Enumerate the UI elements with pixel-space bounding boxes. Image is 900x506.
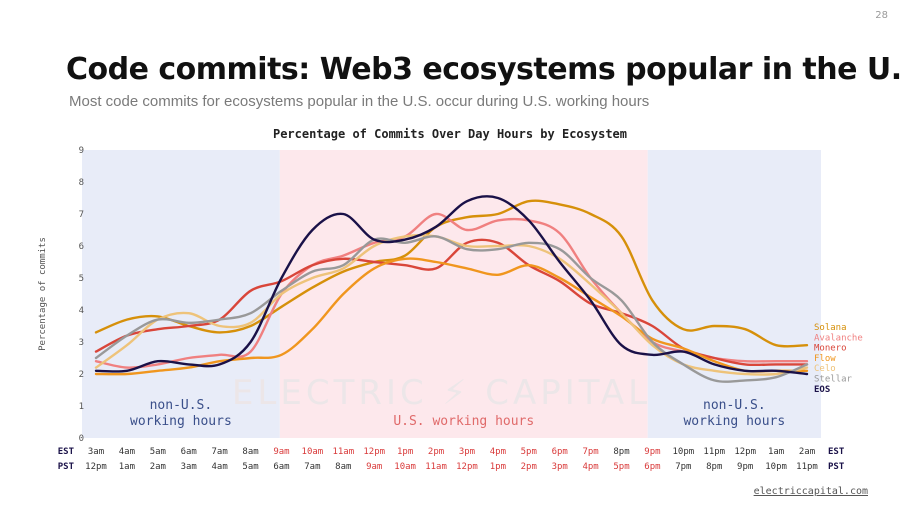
x-tick-pst: 12pm xyxy=(85,462,107,472)
x-tick-pst: 7pm xyxy=(675,462,691,472)
series-line-eos xyxy=(94,195,809,376)
x-tick-pst: 8am xyxy=(335,462,351,472)
footer-link[interactable]: electriccapital.com xyxy=(753,486,868,497)
y-axis-label: Percentage of commits xyxy=(38,237,48,351)
legend-entry-solana: Solana xyxy=(814,323,847,333)
legend-entry-avalanche: Avalanche xyxy=(814,333,863,343)
x-tick-est: 4am xyxy=(119,447,135,457)
x-tick-est: 8pm xyxy=(613,447,629,457)
page-number: 28 xyxy=(875,10,888,21)
series-line-flow xyxy=(94,257,809,376)
x-tick-pst: 6am xyxy=(273,462,289,472)
y-tick-label: 6 xyxy=(79,242,84,252)
x-tick-pst: 3am xyxy=(181,462,197,472)
x-tick-pst: 1am xyxy=(119,462,135,472)
series-line-stellar xyxy=(94,235,809,383)
legend-entry-stellar: Stellar xyxy=(814,375,853,385)
x-tick-est: 9am xyxy=(273,447,289,457)
region-bg-2 xyxy=(647,150,821,438)
x-row-label-left: EST xyxy=(58,447,75,457)
x-tick-pst: 11am xyxy=(425,462,447,472)
y-tick-label: 9 xyxy=(79,146,84,156)
x-tick-est: 3am xyxy=(88,447,104,457)
x-tick-pst: 9am xyxy=(366,462,382,472)
x-tick-pst: 8pm xyxy=(706,462,722,472)
y-tick-label: 0 xyxy=(79,434,84,444)
x-tick-est: 9pm xyxy=(644,447,660,457)
x-tick-pst: 10am xyxy=(394,462,416,472)
y-tick-label: 2 xyxy=(79,370,84,380)
x-tick-est: 11pm xyxy=(703,447,725,457)
x-tick-est: 5pm xyxy=(521,447,537,457)
chart-title: Percentage of Commits Over Day Hours by … xyxy=(273,127,627,141)
x-tick-est: 7am xyxy=(212,447,228,457)
page-title: Code commits: Web3 ecosystems popular in… xyxy=(66,52,900,87)
region-label: working hours xyxy=(683,414,785,429)
watermark-text: ELECTRIC ⚡ CAPITAL xyxy=(232,373,651,413)
region-label: U.S. working hours xyxy=(393,414,534,429)
x-tick-pst: 2am xyxy=(150,462,166,472)
x-tick-est: 1pm xyxy=(397,447,413,457)
x-tick-est: 6pm xyxy=(552,447,568,457)
x-tick-est: 2pm xyxy=(428,447,444,457)
x-tick-est: 6am xyxy=(181,447,197,457)
legend-entry-eos: EOS xyxy=(814,385,830,395)
x-row-label-left: PST xyxy=(58,462,75,472)
x-tick-pst: 9pm xyxy=(737,462,753,472)
y-tick-label: 1 xyxy=(79,402,84,412)
x-tick-pst: 4pm xyxy=(582,462,598,472)
region-label: non-U.S. xyxy=(703,398,766,413)
y-tick-label: 8 xyxy=(79,178,84,188)
x-tick-est: 2am xyxy=(799,447,815,457)
x-tick-est: 1am xyxy=(768,447,784,457)
region-label: non-U.S. xyxy=(150,398,213,413)
y-tick-label: 5 xyxy=(79,274,84,284)
y-tick-label: 4 xyxy=(79,306,84,316)
legend-entry-flow: Flow xyxy=(814,354,836,364)
legend-entry-celo: Celo xyxy=(814,364,836,374)
legend-entry-monero: Monero xyxy=(814,344,847,354)
series-line-solana xyxy=(94,199,809,348)
x-tick-pst: 6pm xyxy=(644,462,660,472)
x-tick-est: 12pm xyxy=(734,447,756,457)
x-tick-pst: 3pm xyxy=(552,462,568,472)
x-tick-est: 12pm xyxy=(363,447,385,457)
y-tick-label: 3 xyxy=(79,338,84,348)
x-tick-pst: 5pm xyxy=(613,462,629,472)
x-tick-pst: 5am xyxy=(242,462,258,472)
x-tick-pst: 4am xyxy=(212,462,228,472)
x-tick-est: 8am xyxy=(242,447,258,457)
page-subtitle: Most code commits for ecosystems popular… xyxy=(69,93,650,110)
x-row-label-right: EST xyxy=(828,447,845,457)
y-tick-label: 7 xyxy=(79,210,84,220)
x-tick-pst: 2pm xyxy=(521,462,537,472)
x-tick-est: 10am xyxy=(302,447,324,457)
x-tick-est: 3pm xyxy=(459,447,475,457)
x-tick-pst: 7am xyxy=(304,462,320,472)
x-tick-pst: 1pm xyxy=(490,462,506,472)
x-tick-est: 7pm xyxy=(582,447,598,457)
region-label: working hours xyxy=(130,414,232,429)
x-tick-pst: 10pm xyxy=(765,462,787,472)
x-tick-pst: 12pm xyxy=(456,462,478,472)
x-row-label-right: PST xyxy=(828,462,845,472)
x-tick-est: 11am xyxy=(332,447,354,457)
x-tick-est: 5am xyxy=(150,447,166,457)
x-tick-est: 10pm xyxy=(673,447,695,457)
x-tick-est: 4pm xyxy=(490,447,506,457)
x-tick-pst: 11pm xyxy=(796,462,818,472)
